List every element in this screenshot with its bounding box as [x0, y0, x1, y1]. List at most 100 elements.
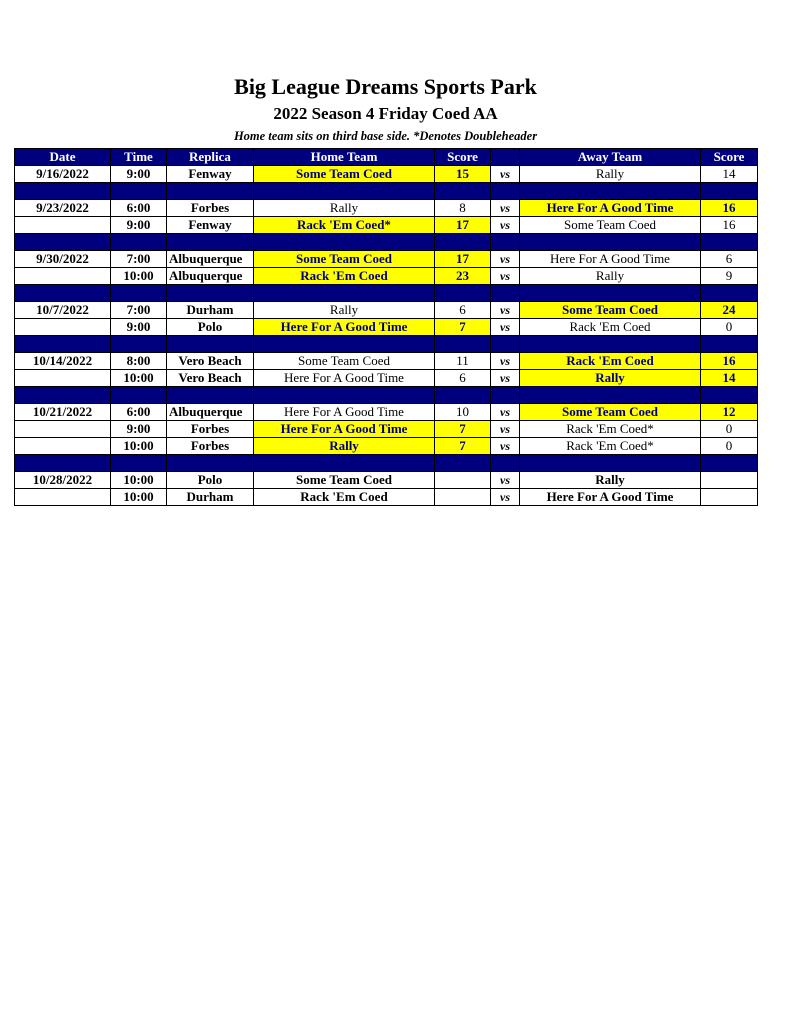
away-team-cell: Some Team Coed: [519, 301, 701, 319]
vs-cell: vs: [490, 250, 520, 268]
vs-cell: vs: [490, 352, 520, 370]
game-row: 10/21/2022 6:00 Albuquerque Here For A Good…: [14, 403, 758, 421]
spacer-cell: [434, 233, 491, 251]
spacer-cell: [490, 182, 520, 200]
spacer-cell: [110, 233, 167, 251]
home-team-cell: Here For A Good Time: [253, 403, 435, 421]
home-team-cell: Here For A Good Time: [253, 318, 435, 336]
replica-cell: Vero Beach: [166, 369, 254, 387]
game-row: 9:00 Fenway Rack 'Em Coed* 17 vs Some Team Co…: [14, 216, 758, 234]
away-team-cell: Here For A Good Time: [519, 488, 701, 506]
home-score-cell: [434, 488, 491, 506]
vs-cell: vs: [490, 216, 520, 234]
away-team-cell: Rally: [519, 369, 701, 387]
col-away-score: Score: [700, 148, 758, 166]
time-cell: 9:00: [110, 318, 167, 336]
home-team-cell: Rally: [253, 199, 435, 217]
away-team-cell: Rack 'Em Coed*: [519, 437, 701, 455]
spacer-cell: [700, 233, 758, 251]
replica-cell: Albuquerque: [166, 267, 254, 285]
schedule-table: Date Time Replica Home Team Score Away T…: [14, 148, 758, 506]
vs-cell: vs: [490, 318, 520, 336]
col-away-team: Away Team: [519, 148, 701, 166]
game-row: 10:00 Durham Rack 'Em Coed vs Here For A Goo…: [14, 488, 758, 506]
away-team-cell: Rally: [519, 471, 701, 489]
col-vs: [490, 148, 520, 166]
home-score-cell: 7: [434, 420, 491, 438]
spacer-cell: [14, 454, 111, 472]
game-row: 10/14/2022 8:00 Vero Beach Some Team Coed 11…: [14, 352, 758, 370]
game-row: 9:00 Polo Here For A Good Time 7 vs Rack 'Em …: [14, 318, 758, 336]
away-score-cell: 12: [700, 403, 758, 421]
time-cell: 6:00: [110, 403, 167, 421]
col-date: Date: [14, 148, 111, 166]
spacer-cell: [110, 335, 167, 353]
date-cell: [14, 420, 111, 438]
spacer-cell: [519, 233, 701, 251]
home-score-cell: 6: [434, 369, 491, 387]
date-cell: [14, 488, 111, 506]
date-cell: [14, 216, 111, 234]
date-cell: [14, 369, 111, 387]
replica-cell: Polo: [166, 471, 254, 489]
away-team-cell: Rally: [519, 165, 701, 183]
away-score-cell: 0: [700, 437, 758, 455]
spacer-cell: [14, 284, 111, 302]
replica-cell: Forbes: [166, 199, 254, 217]
date-cell: [14, 437, 111, 455]
home-score-cell: [434, 471, 491, 489]
spacer-cell: [253, 335, 435, 353]
home-score-cell: 10: [434, 403, 491, 421]
replica-cell: Durham: [166, 488, 254, 506]
col-home-team: Home Team: [253, 148, 435, 166]
away-score-cell: 24: [700, 301, 758, 319]
spacer-cell: [490, 284, 520, 302]
away-team-cell: Rack 'Em Coed*: [519, 420, 701, 438]
home-team-cell: Some Team Coed: [253, 352, 435, 370]
vs-cell: vs: [490, 199, 520, 217]
away-team-cell: Rack 'Em Coed: [519, 318, 701, 336]
replica-cell: Durham: [166, 301, 254, 319]
spacer-cell: [700, 284, 758, 302]
time-cell: 10:00: [110, 471, 167, 489]
home-team-cell: Here For A Good Time: [253, 420, 435, 438]
away-team-cell: Rack 'Em Coed: [519, 352, 701, 370]
away-team-cell: Some Team Coed: [519, 216, 701, 234]
spacer-cell: [519, 335, 701, 353]
home-team-cell: Some Team Coed: [253, 165, 435, 183]
date-cell: 10/14/2022: [14, 352, 111, 370]
home-team-cell: Some Team Coed: [253, 471, 435, 489]
away-score-cell: 16: [700, 216, 758, 234]
spacer-row: [14, 454, 758, 472]
spacer-row: [14, 182, 758, 200]
spacer-cell: [14, 182, 111, 200]
away-score-cell: [700, 488, 758, 506]
replica-cell: Albuquerque: [166, 403, 254, 421]
spacer-cell: [14, 233, 111, 251]
spacer-row: [14, 284, 758, 302]
spacer-cell: [490, 233, 520, 251]
time-cell: 8:00: [110, 352, 167, 370]
header-row: Date Time Replica Home Team Score Away T…: [14, 148, 758, 166]
vs-cell: vs: [490, 471, 520, 489]
spacer-cell: [166, 454, 254, 472]
home-team-cell: Rally: [253, 437, 435, 455]
date-cell: 9/23/2022: [14, 199, 111, 217]
vs-cell: vs: [490, 369, 520, 387]
away-score-cell: 16: [700, 352, 758, 370]
spacer-cell: [519, 386, 701, 404]
time-cell: 7:00: [110, 250, 167, 268]
time-cell: 10:00: [110, 488, 167, 506]
spacer-cell: [166, 386, 254, 404]
spacer-cell: [166, 284, 254, 302]
spacer-cell: [519, 454, 701, 472]
away-score-cell: [700, 471, 758, 489]
spacer-cell: [253, 284, 435, 302]
time-cell: 7:00: [110, 301, 167, 319]
spacer-cell: [434, 386, 491, 404]
home-team-cell: Here For A Good Time: [253, 369, 435, 387]
col-replica: Replica: [166, 148, 254, 166]
spacer-cell: [700, 386, 758, 404]
home-score-cell: 23: [434, 267, 491, 285]
spacer-cell: [253, 454, 435, 472]
